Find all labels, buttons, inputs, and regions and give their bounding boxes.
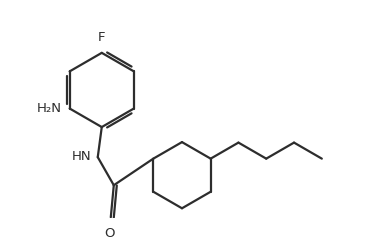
Text: O: O	[105, 227, 115, 237]
Text: H₂N: H₂N	[36, 102, 62, 115]
Text: F: F	[98, 31, 106, 44]
Text: HN: HN	[72, 150, 92, 163]
